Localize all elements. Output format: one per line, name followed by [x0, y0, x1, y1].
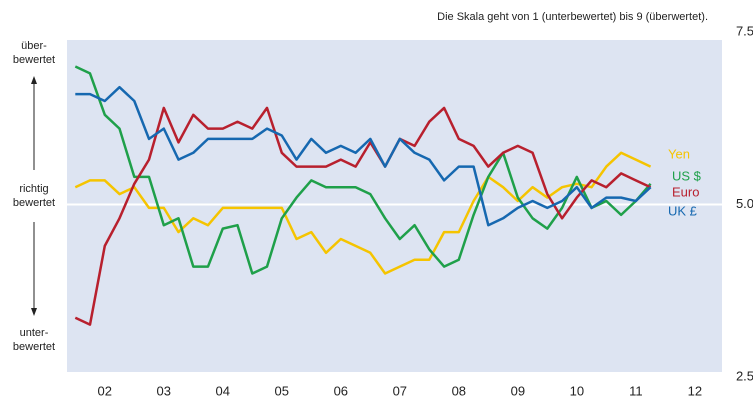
legend-label: UK £: [668, 203, 698, 218]
y-tick-label: 7.5: [736, 23, 753, 38]
plot-background: [67, 40, 722, 372]
x-tick-label: 11: [629, 383, 643, 398]
x-tick-label: 04: [216, 383, 230, 398]
series-line: [75, 85, 652, 227]
x-tick-label: 06: [334, 383, 348, 398]
annotation: richtig: [19, 183, 48, 195]
y-tick-label: 5.0: [736, 196, 753, 211]
x-tick-label: 05: [275, 383, 289, 398]
annotation: über-: [21, 40, 47, 52]
series-line: [74, 65, 652, 275]
x-tick-label: 02: [98, 383, 112, 398]
y-tick-label: 2.5: [736, 368, 753, 383]
x-tick-label: 07: [393, 383, 407, 398]
x-tick-label: 12: [688, 383, 702, 398]
annotation: bewertet: [13, 54, 55, 66]
x-tick-label: 10: [570, 383, 584, 398]
annotation: bewertet: [13, 197, 55, 209]
legend-label: Euro: [672, 184, 699, 199]
series-line: [74, 106, 652, 326]
annotation: bewertet: [13, 341, 55, 353]
x-tick-label: 03: [157, 383, 171, 398]
x-tick-label: 09: [511, 383, 525, 398]
legend-label: US $: [672, 168, 702, 183]
chart-subtitle: Die Skala geht von 1 (unterbewertet) bis…: [437, 11, 708, 23]
legend-label: Yen: [668, 146, 690, 161]
series-line: [74, 151, 652, 275]
x-tick-label: 08: [452, 383, 466, 398]
annotation: unter-: [20, 327, 49, 339]
arrows: [31, 76, 37, 316]
